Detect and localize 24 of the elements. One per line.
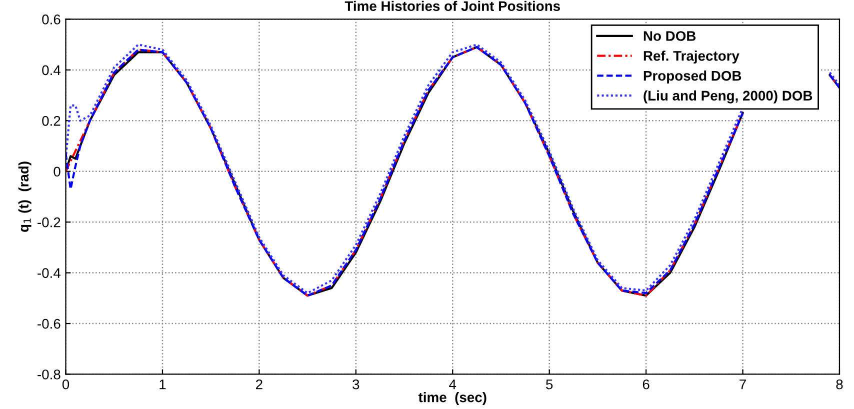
x-tick-label: 2 bbox=[256, 379, 262, 390]
y-tick-label: 0 bbox=[54, 166, 60, 177]
x-tick-label: 3 bbox=[352, 379, 360, 390]
y-tick-label: 0.2 bbox=[42, 116, 60, 126]
x-tick-label: 1 bbox=[160, 380, 166, 390]
x-tick-label: 5 bbox=[546, 380, 553, 390]
legend-label: No DOB bbox=[644, 31, 696, 41]
y-tick-label: -0.4 bbox=[38, 268, 60, 278]
y-axis-title: q$_{1}$ (t) (rad) bbox=[18, 162, 32, 232]
chart-title: Time Histories of Joint Positions bbox=[344, 0, 560, 12]
x-tick-label: 0 bbox=[62, 379, 70, 390]
y-tick-label: -0.2 bbox=[38, 217, 60, 228]
x-tick-label: 8 bbox=[836, 379, 843, 390]
y-tick-label: 0.6 bbox=[42, 14, 60, 24]
legend-label: (Liu and Peng, 2000) DOB bbox=[644, 90, 812, 104]
x-tick-label: 6 bbox=[642, 379, 650, 390]
x-axis-title: time (sec) bbox=[418, 392, 486, 405]
legend-label: Proposed DOB bbox=[644, 70, 742, 84]
x-tick-label: 7 bbox=[740, 380, 746, 390]
y-tick-label: 0.4 bbox=[42, 65, 60, 76]
y-tick-label: -0.6 bbox=[38, 318, 60, 329]
y-tick-label: -0.8 bbox=[38, 370, 60, 380]
legend-label: Ref. Trajectory bbox=[644, 50, 740, 64]
x-tick-label: 4 bbox=[449, 380, 456, 390]
